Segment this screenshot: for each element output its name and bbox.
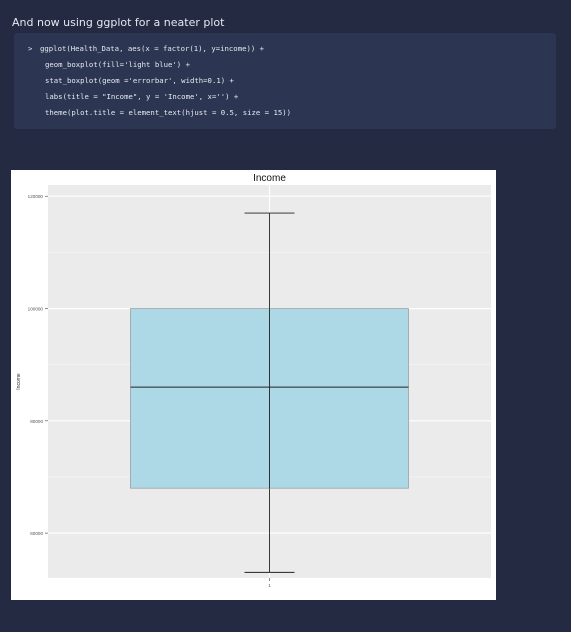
plot-image: 60000 80000 100000 120000 1 Income Income (11, 170, 496, 600)
chart-title: Income (253, 173, 286, 184)
code-line: ggplot(Health_Data, aes(x = factor(1), y… (40, 44, 265, 53)
y-tick-label: 60000 (30, 531, 43, 536)
y-tick-label: 80000 (30, 419, 43, 424)
console-prompt: > (28, 44, 33, 53)
code-block: > ggplot(Health_Data, aes(x = factor(1),… (14, 33, 556, 129)
y-tick-label: 120000 (28, 194, 44, 199)
x-tick-label: 1 (268, 583, 271, 588)
intro-text: And now using ggplot for a neater plot (12, 16, 225, 29)
y-axis-label: Income (16, 373, 22, 390)
code-line: labs(title = "Income", y = 'Income', x='… (45, 92, 239, 101)
boxplot-chart: 60000 80000 100000 120000 1 Income Income (16, 173, 491, 588)
y-tick-label: 100000 (28, 307, 44, 312)
code-line: geom_boxplot(fill='light blue') + (45, 60, 190, 69)
code-line: stat_boxplot(geom ='errorbar', width=0.1… (45, 76, 234, 85)
code-line: theme(plot.title = element_text(hjust = … (45, 108, 292, 117)
